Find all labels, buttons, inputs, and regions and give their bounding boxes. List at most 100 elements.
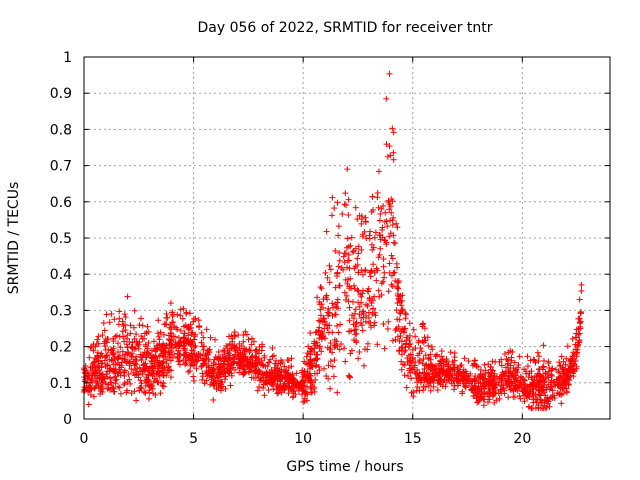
data-point xyxy=(314,355,321,362)
data-point xyxy=(314,294,321,301)
data-point xyxy=(549,365,556,372)
data-point xyxy=(524,390,531,397)
data-point xyxy=(406,332,413,339)
data-point xyxy=(196,324,203,331)
data-point xyxy=(320,304,327,311)
data-point xyxy=(161,348,168,355)
data-point xyxy=(306,375,313,382)
data-point xyxy=(269,345,276,352)
data-point xyxy=(175,358,182,365)
data-point xyxy=(420,387,427,394)
data-point xyxy=(268,379,275,386)
data-point xyxy=(138,357,145,364)
data-point xyxy=(371,322,378,329)
data-point xyxy=(116,315,123,322)
data-point xyxy=(342,190,349,197)
data-point xyxy=(343,292,350,299)
data-point xyxy=(277,360,284,367)
data-point xyxy=(510,387,517,394)
data-point xyxy=(312,362,319,369)
data-point xyxy=(90,393,97,400)
data-point xyxy=(136,387,143,394)
data-point xyxy=(187,321,194,328)
data-point xyxy=(333,273,340,280)
data-point xyxy=(99,332,106,339)
data-point xyxy=(388,252,395,259)
data-point xyxy=(317,306,324,313)
data-point xyxy=(396,338,403,345)
data-point xyxy=(277,371,284,378)
data-point xyxy=(315,317,322,324)
data-point xyxy=(327,358,334,365)
data-point xyxy=(401,362,408,369)
data-point xyxy=(87,392,94,399)
data-point xyxy=(129,344,136,351)
data-point xyxy=(479,375,486,382)
data-point xyxy=(122,327,129,334)
data-point xyxy=(525,383,532,390)
data-point xyxy=(143,349,150,356)
data-point xyxy=(82,376,89,383)
data-point xyxy=(521,376,528,383)
data-point xyxy=(109,384,116,391)
data-point xyxy=(446,372,453,379)
data-point xyxy=(472,373,479,380)
data-point xyxy=(102,336,109,343)
data-point xyxy=(304,350,311,357)
data-point xyxy=(160,380,167,387)
data-point xyxy=(421,325,428,332)
data-point xyxy=(362,266,369,273)
data-point xyxy=(447,365,454,372)
data-point xyxy=(335,263,342,270)
data-point xyxy=(309,363,316,370)
data-point xyxy=(484,399,491,406)
data-point xyxy=(349,312,356,319)
data-point xyxy=(186,353,193,360)
data-point xyxy=(121,356,128,363)
data-point xyxy=(367,319,374,326)
y-tick-label: 0 xyxy=(63,412,72,428)
data-point xyxy=(372,229,379,236)
data-point xyxy=(414,379,421,386)
data-point xyxy=(191,360,198,367)
data-point xyxy=(377,245,384,252)
data-point xyxy=(576,315,583,322)
data-point xyxy=(380,278,387,285)
data-point xyxy=(436,361,443,368)
data-point xyxy=(160,372,167,379)
data-point xyxy=(128,366,135,373)
data-point xyxy=(253,354,260,361)
data-point xyxy=(355,287,362,294)
data-point xyxy=(378,280,385,287)
data-point xyxy=(437,368,444,375)
data-point xyxy=(344,264,351,271)
data-point xyxy=(386,143,393,150)
data-points xyxy=(81,70,585,412)
data-point xyxy=(313,356,320,363)
data-point xyxy=(333,303,340,310)
data-point xyxy=(343,202,350,209)
data-point xyxy=(163,310,170,317)
data-point xyxy=(321,318,328,325)
data-point xyxy=(154,359,161,366)
data-point xyxy=(217,383,224,390)
data-point xyxy=(340,253,347,260)
data-point xyxy=(472,384,479,391)
data-point xyxy=(379,226,386,233)
data-point xyxy=(419,321,426,328)
data-point xyxy=(383,95,390,102)
data-point xyxy=(352,306,359,313)
data-point xyxy=(558,400,565,407)
data-point xyxy=(331,336,338,343)
data-point xyxy=(255,357,262,364)
data-point xyxy=(329,304,336,311)
data-point xyxy=(400,326,407,333)
data-point xyxy=(540,374,547,381)
data-point xyxy=(571,351,578,358)
data-point xyxy=(524,395,531,402)
data-point xyxy=(213,380,220,387)
data-point xyxy=(364,340,371,347)
data-point xyxy=(552,382,559,389)
data-point xyxy=(145,339,152,346)
data-point xyxy=(231,328,238,335)
